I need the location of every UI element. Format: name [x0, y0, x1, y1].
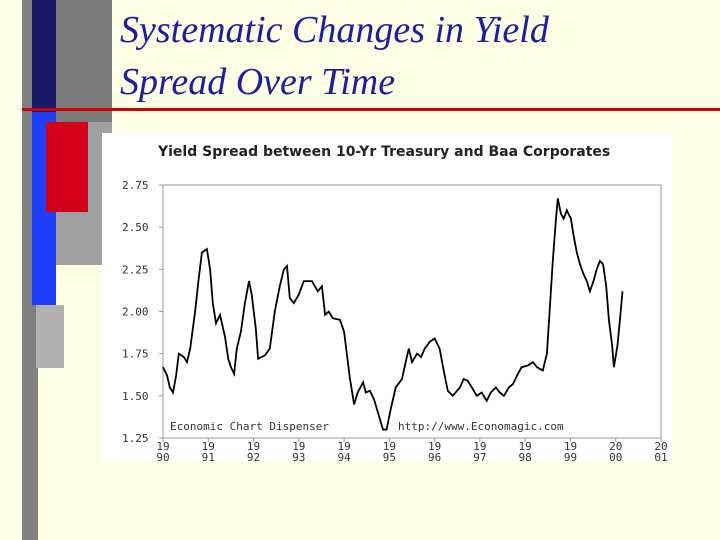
y-tick-label: 2.75	[122, 179, 149, 192]
y-tick-label: 2.00	[122, 306, 149, 319]
decor-bar	[46, 122, 88, 212]
x-tick-label: 20 01	[654, 440, 667, 462]
chart-title: Yield Spread between 10-Yr Treasury and …	[157, 144, 610, 160]
x-tick-label: 19 99	[564, 440, 577, 462]
x-tick-label: 19 90	[156, 440, 169, 462]
x-tick-label: 19 96	[428, 440, 441, 462]
y-tick-label: 2.25	[122, 263, 149, 276]
decor-bar	[32, 0, 56, 112]
chart: Yield Spread between 10-Yr Treasury and …	[102, 133, 672, 462]
x-tick-label: 19 94	[337, 440, 351, 462]
y-tick-label: 2.50	[122, 221, 149, 234]
y-tick-label: 1.25	[122, 432, 149, 445]
x-tick-label: 19 98	[519, 440, 532, 462]
x-tick-label: 19 92	[247, 440, 260, 462]
x-tick-label: 19 93	[292, 440, 305, 462]
chart-background	[102, 133, 672, 462]
x-tick-label: 19 95	[383, 440, 396, 462]
data-line	[162, 198, 624, 431]
x-tick-label: 19 97	[473, 440, 486, 462]
decor-bar	[36, 305, 64, 368]
annotation: http://www.Economagic.com	[398, 420, 564, 433]
y-tick-label: 1.50	[122, 390, 149, 403]
x-tick-label: 20 00	[609, 440, 622, 462]
decor-bar	[56, 0, 112, 122]
slide-title: Systematic Changes in Yield Spread Over …	[120, 9, 549, 103]
annotation: Economic Chart Dispenser	[170, 420, 329, 433]
x-tick-label: 19 91	[202, 440, 215, 462]
title-rule	[22, 108, 720, 111]
y-tick-label: 1.75	[122, 348, 149, 361]
